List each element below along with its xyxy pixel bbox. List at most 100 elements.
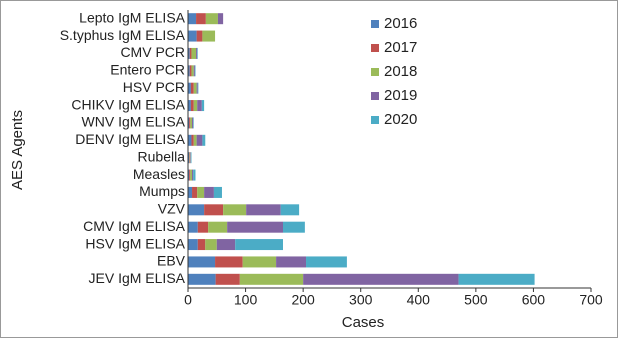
bar-segment bbox=[197, 239, 206, 251]
bar-segment bbox=[191, 47, 197, 59]
x-tick-label: 400 bbox=[407, 292, 431, 308]
y-tick-label: VZV bbox=[158, 201, 186, 217]
y-tick-label: Mumps bbox=[139, 183, 185, 199]
bar-segment bbox=[204, 204, 224, 216]
bar-segment bbox=[196, 30, 203, 42]
bar-segment bbox=[201, 100, 205, 112]
bar-segment bbox=[188, 239, 198, 251]
y-tick-label: DENV IgM ELISA bbox=[75, 131, 185, 147]
bar-segment bbox=[193, 65, 195, 77]
bar-segment bbox=[276, 256, 307, 268]
bar-segment bbox=[217, 13, 224, 25]
bar-segment bbox=[193, 82, 197, 94]
bar-segment bbox=[191, 65, 194, 77]
bar-segment bbox=[196, 47, 198, 59]
y-tick-label: HSV PCR bbox=[123, 79, 185, 95]
bar-segment bbox=[192, 169, 194, 181]
y-tick-label: CMV PCR bbox=[120, 44, 185, 60]
legend-swatch bbox=[371, 44, 379, 52]
bar-segment bbox=[193, 117, 194, 129]
legend-swatch bbox=[371, 92, 379, 100]
bar-segment bbox=[196, 134, 203, 146]
legend-swatch bbox=[371, 116, 379, 124]
y-tick-label: Rubella bbox=[138, 148, 186, 164]
legend-label: 2019 bbox=[384, 87, 417, 104]
legend-label: 2020 bbox=[384, 111, 417, 128]
bar-segment bbox=[188, 65, 190, 77]
bar-segment bbox=[188, 152, 190, 164]
bar-segment bbox=[193, 134, 197, 146]
x-tick-label: 200 bbox=[291, 292, 315, 308]
bar-segment bbox=[197, 47, 198, 59]
bar-segment bbox=[189, 117, 191, 129]
bar-segment bbox=[303, 273, 459, 285]
bar-segment bbox=[190, 152, 192, 164]
bar-segment bbox=[189, 152, 190, 164]
bar-segment bbox=[215, 256, 243, 268]
bar-segment bbox=[205, 13, 218, 25]
bar-segment bbox=[193, 169, 196, 181]
x-tick-label: 300 bbox=[349, 292, 373, 308]
legend-label: 2018 bbox=[384, 63, 417, 80]
bar-segment bbox=[205, 239, 217, 251]
bar-segment bbox=[188, 30, 197, 42]
bar-segment bbox=[191, 134, 194, 146]
legend-label: 2016 bbox=[384, 15, 417, 32]
bar-segment bbox=[188, 256, 216, 268]
bar-segment bbox=[193, 100, 198, 112]
bar-segment bbox=[202, 30, 216, 42]
bar-segment bbox=[196, 13, 206, 25]
y-tick-label: Entero PCR bbox=[110, 62, 185, 78]
bar-segment bbox=[188, 82, 191, 94]
bar-segment bbox=[188, 100, 191, 112]
bar-segment bbox=[189, 65, 192, 77]
bar-segment bbox=[282, 221, 305, 233]
y-tick-label: JEV IgM ELISA bbox=[89, 270, 186, 286]
legend-swatch bbox=[371, 20, 379, 28]
x-tick-label: 500 bbox=[464, 292, 488, 308]
bar-segment bbox=[458, 273, 535, 285]
bar-segment bbox=[223, 204, 247, 216]
y-tick-label: S.typhus IgM ELISA bbox=[60, 27, 186, 43]
bar-segment bbox=[213, 186, 222, 198]
bar-segment bbox=[190, 152, 191, 164]
bar-segment bbox=[188, 117, 190, 129]
legend-swatch bbox=[371, 68, 379, 76]
y-axis-label: AES Agents bbox=[9, 110, 26, 190]
x-axis-label: Cases bbox=[342, 314, 385, 331]
bar-segment bbox=[190, 117, 193, 129]
legend-label: 2017 bbox=[384, 39, 417, 56]
bar-segment bbox=[189, 152, 191, 164]
bar-segment bbox=[192, 186, 198, 198]
bar-segment bbox=[188, 134, 192, 146]
bar-segment bbox=[196, 82, 198, 94]
y-tick-label: CHIKV IgM ELISA bbox=[71, 96, 185, 112]
bar-segment bbox=[306, 256, 347, 268]
x-tick-label: 700 bbox=[579, 292, 603, 308]
x-tick-label: 100 bbox=[234, 292, 258, 308]
bar-segment bbox=[242, 256, 277, 268]
bar-segment bbox=[197, 82, 199, 94]
bar-segment bbox=[190, 82, 194, 94]
y-tick-label: Lepto IgM ELISA bbox=[79, 9, 186, 25]
bar-segment bbox=[235, 239, 283, 251]
bar-segment bbox=[188, 47, 190, 59]
bar-segment bbox=[197, 100, 202, 112]
bar-segment bbox=[188, 13, 197, 25]
bar-segment bbox=[216, 239, 236, 251]
bar-segment bbox=[192, 117, 194, 129]
bar-segment bbox=[188, 204, 205, 216]
y-tick-label: HSV IgM ELISA bbox=[85, 235, 185, 251]
bar-segment bbox=[189, 169, 191, 181]
bar-segment bbox=[202, 134, 206, 146]
bar-segment bbox=[215, 273, 240, 285]
bar-segment bbox=[197, 186, 205, 198]
y-tick-label: EBV bbox=[157, 253, 186, 269]
bar-segment bbox=[197, 221, 209, 233]
y-tick-label: CMV IgM ELISA bbox=[83, 218, 186, 234]
bar-segment bbox=[190, 169, 193, 181]
bar-segment bbox=[194, 65, 196, 77]
bar-segment bbox=[188, 169, 190, 181]
